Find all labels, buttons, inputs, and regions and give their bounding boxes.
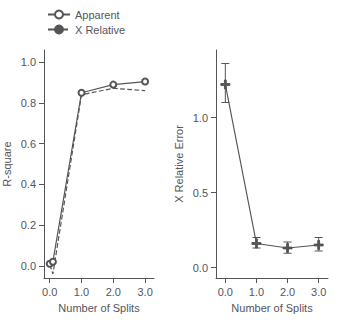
- svg-text:1.0: 1.0: [74, 286, 89, 298]
- svg-text:X Relative Error: X Relative Error: [173, 125, 185, 203]
- svg-text:3.0: 3.0: [311, 286, 326, 298]
- svg-text:0.4: 0.4: [21, 178, 36, 190]
- svg-text:Number of Splits: Number of Splits: [231, 302, 313, 314]
- svg-text:1.0: 1.0: [21, 56, 36, 68]
- svg-text:1.0: 1.0: [193, 112, 208, 124]
- svg-text:Apparent: Apparent: [75, 9, 120, 21]
- svg-text:2.0: 2.0: [106, 286, 121, 298]
- svg-text:0.6: 0.6: [21, 138, 36, 150]
- svg-text:0.0: 0.0: [193, 262, 208, 274]
- svg-text:Number of Splits: Number of Splits: [58, 302, 140, 314]
- svg-text:0.2: 0.2: [21, 219, 36, 231]
- svg-text:0.0: 0.0: [218, 286, 233, 298]
- svg-text:0.0: 0.0: [21, 260, 36, 272]
- svg-text:3.0: 3.0: [137, 286, 152, 298]
- svg-text:0.0: 0.0: [42, 286, 57, 298]
- svg-text:0.5: 0.5: [193, 187, 208, 199]
- svg-text:X Relative: X Relative: [75, 24, 125, 36]
- svg-text:0.8: 0.8: [21, 97, 36, 109]
- svg-text:1.0: 1.0: [249, 286, 264, 298]
- svg-text:R-square: R-square: [1, 141, 13, 186]
- svg-text:2.0: 2.0: [280, 286, 295, 298]
